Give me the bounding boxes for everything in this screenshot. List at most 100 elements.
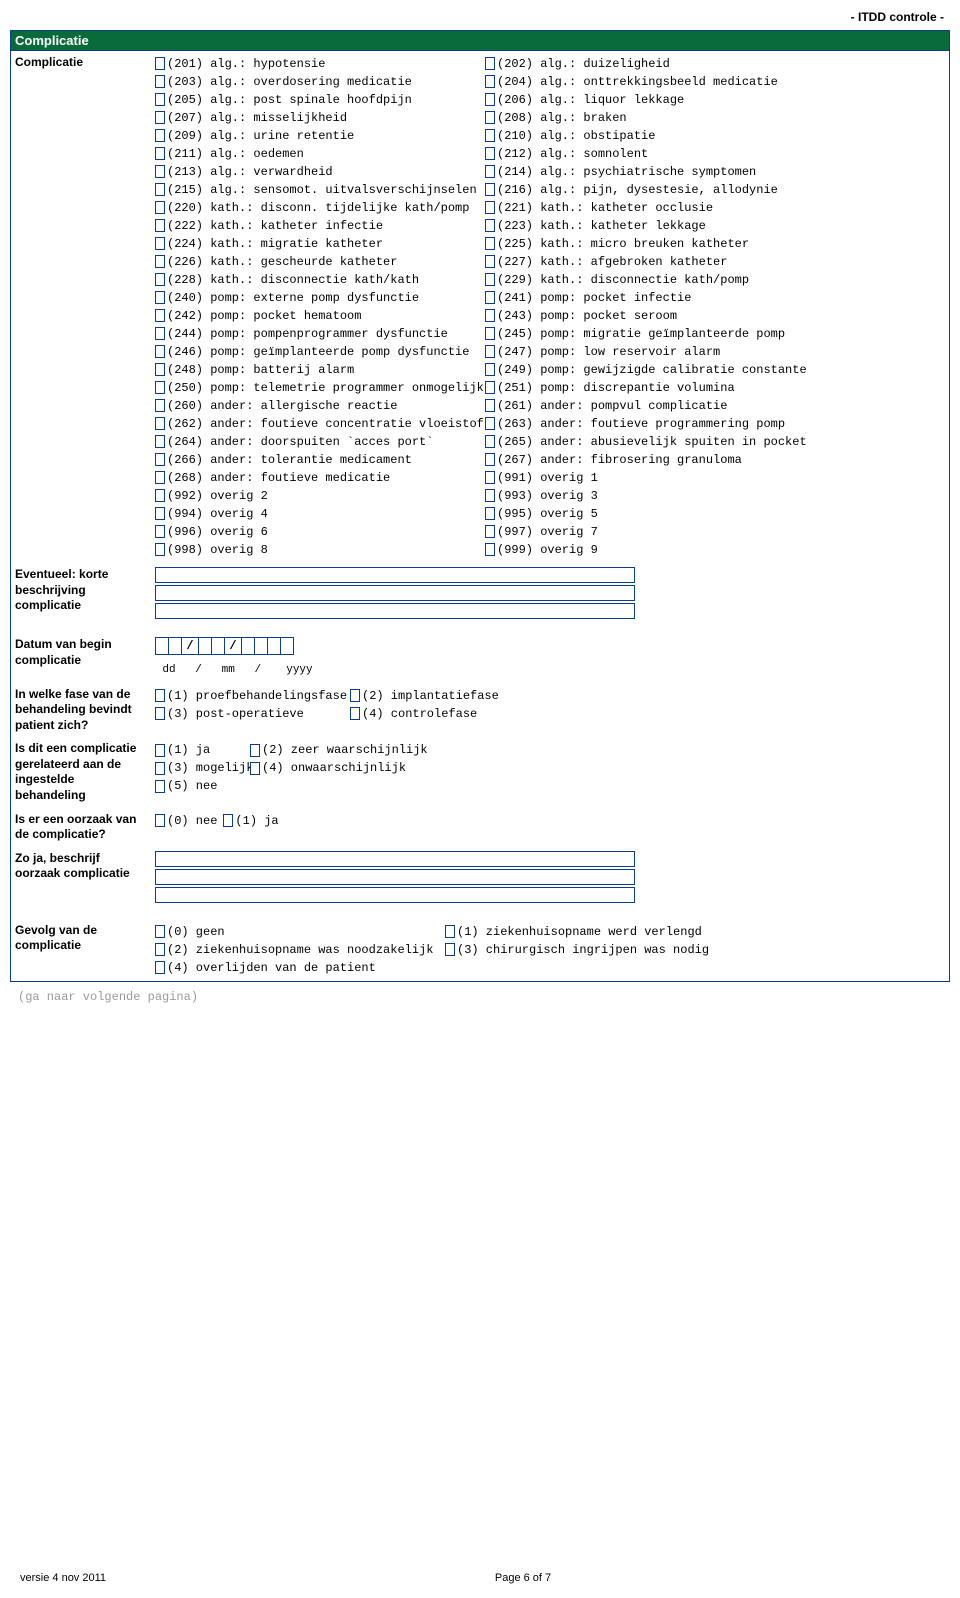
checkbox[interactable] (155, 147, 165, 160)
checkbox[interactable] (350, 689, 360, 702)
option-label: (997) overig 7 (497, 525, 598, 539)
checkbox[interactable] (155, 129, 165, 142)
checkbox[interactable] (485, 381, 495, 394)
checkbox[interactable] (155, 780, 165, 793)
checkbox[interactable] (485, 453, 495, 466)
checkbox[interactable] (155, 435, 165, 448)
checkbox[interactable] (155, 381, 165, 394)
checkbox[interactable] (155, 363, 165, 376)
checkbox[interactable] (445, 925, 455, 938)
checkbox[interactable] (485, 255, 495, 268)
date-yy-3[interactable] (267, 637, 281, 655)
checkbox[interactable] (485, 435, 495, 448)
beschrijving-input-1[interactable] (155, 567, 635, 583)
checkbox[interactable] (155, 762, 165, 775)
checkbox[interactable] (250, 762, 260, 775)
checkbox[interactable] (155, 201, 165, 214)
checkbox[interactable] (155, 111, 165, 124)
checkbox[interactable] (350, 707, 360, 720)
checkbox[interactable] (485, 75, 495, 88)
date-yy-4[interactable] (280, 637, 294, 655)
checkbox[interactable] (485, 237, 495, 250)
checkbox[interactable] (485, 183, 495, 196)
checkbox[interactable] (485, 327, 495, 340)
checkbox[interactable] (155, 255, 165, 268)
checkbox[interactable] (155, 417, 165, 430)
date-yy-1[interactable] (241, 637, 255, 655)
checkbox[interactable] (155, 689, 165, 702)
date-dd-1[interactable] (155, 637, 169, 655)
date-dd-2[interactable] (168, 637, 182, 655)
checkbox[interactable] (485, 309, 495, 322)
checkbox[interactable] (485, 543, 495, 556)
option-label: (240) pomp: externe pomp dysfunctie (167, 291, 419, 305)
checkbox[interactable] (223, 814, 233, 827)
checkbox[interactable] (485, 399, 495, 412)
option-label: (214) alg.: psychiatrische symptomen (497, 165, 756, 179)
beschrijving-input-3[interactable] (155, 603, 635, 619)
checkbox[interactable] (155, 273, 165, 286)
oorzaak-input-3[interactable] (155, 887, 635, 903)
option-row: (4) overlijden van de patient (155, 959, 945, 977)
checkbox[interactable] (485, 129, 495, 142)
option-label: (241) pomp: pocket infectie (497, 291, 691, 305)
checkbox[interactable] (155, 543, 165, 556)
checkbox[interactable] (485, 147, 495, 160)
checkbox[interactable] (155, 814, 165, 827)
checkbox[interactable] (155, 291, 165, 304)
checkbox[interactable] (155, 165, 165, 178)
checkbox[interactable] (485, 345, 495, 358)
checkbox[interactable] (485, 165, 495, 178)
checkbox[interactable] (485, 201, 495, 214)
date-yy-2[interactable] (254, 637, 268, 655)
oorzaak-input-2[interactable] (155, 869, 635, 885)
label-beschrijf-oorzaak: Zo ja, beschrijf oorzaak complicatie (11, 849, 151, 884)
checkbox[interactable] (155, 183, 165, 196)
oorzaak-input-1[interactable] (155, 851, 635, 867)
option: (3) chirurgisch ingrijpen was nodig (445, 941, 709, 959)
checkbox[interactable] (155, 525, 165, 538)
checkbox[interactable] (485, 57, 495, 70)
checkbox[interactable] (155, 309, 165, 322)
checkbox[interactable] (155, 345, 165, 358)
row-beschrijf-oorzaak: Zo ja, beschrijf oorzaak complicatie (11, 847, 949, 909)
checkbox[interactable] (155, 507, 165, 520)
checkbox[interactable] (485, 471, 495, 484)
checkbox[interactable] (485, 291, 495, 304)
checkbox[interactable] (485, 273, 495, 286)
beschrijving-input-2[interactable] (155, 585, 635, 601)
checkbox[interactable] (155, 925, 165, 938)
date-mm-1[interactable] (198, 637, 212, 655)
checkbox[interactable] (485, 219, 495, 232)
oorzaak-options: (0) nee(1) ja (151, 810, 949, 832)
checkbox[interactable] (485, 363, 495, 376)
checkbox[interactable] (250, 744, 260, 757)
checkbox[interactable] (155, 93, 165, 106)
checkbox[interactable] (155, 237, 165, 250)
option: (1) ziekenhuisopname werd verlengd (445, 923, 702, 941)
checkbox[interactable] (155, 471, 165, 484)
checkbox[interactable] (155, 744, 165, 757)
checkbox[interactable] (445, 943, 455, 956)
option-row: (201) alg.: hypotensie(202) alg.: duizel… (155, 55, 945, 73)
checkbox[interactable] (155, 327, 165, 340)
datum-inputs: / / dd / mm / yyyy (151, 635, 949, 681)
checkbox[interactable] (485, 507, 495, 520)
checkbox[interactable] (155, 453, 165, 466)
option-row: (1) proefbehandelingsfase(2) implantatie… (155, 687, 945, 705)
checkbox[interactable] (155, 489, 165, 502)
checkbox[interactable] (155, 943, 165, 956)
checkbox[interactable] (155, 707, 165, 720)
checkbox[interactable] (155, 75, 165, 88)
checkbox[interactable] (155, 399, 165, 412)
option-label: (266) ander: tolerantie medicament (167, 453, 412, 467)
checkbox[interactable] (155, 961, 165, 974)
checkbox[interactable] (485, 111, 495, 124)
checkbox[interactable] (485, 489, 495, 502)
date-mm-2[interactable] (211, 637, 225, 655)
checkbox[interactable] (155, 219, 165, 232)
checkbox[interactable] (485, 525, 495, 538)
checkbox[interactable] (485, 93, 495, 106)
checkbox[interactable] (155, 57, 165, 70)
checkbox[interactable] (485, 417, 495, 430)
